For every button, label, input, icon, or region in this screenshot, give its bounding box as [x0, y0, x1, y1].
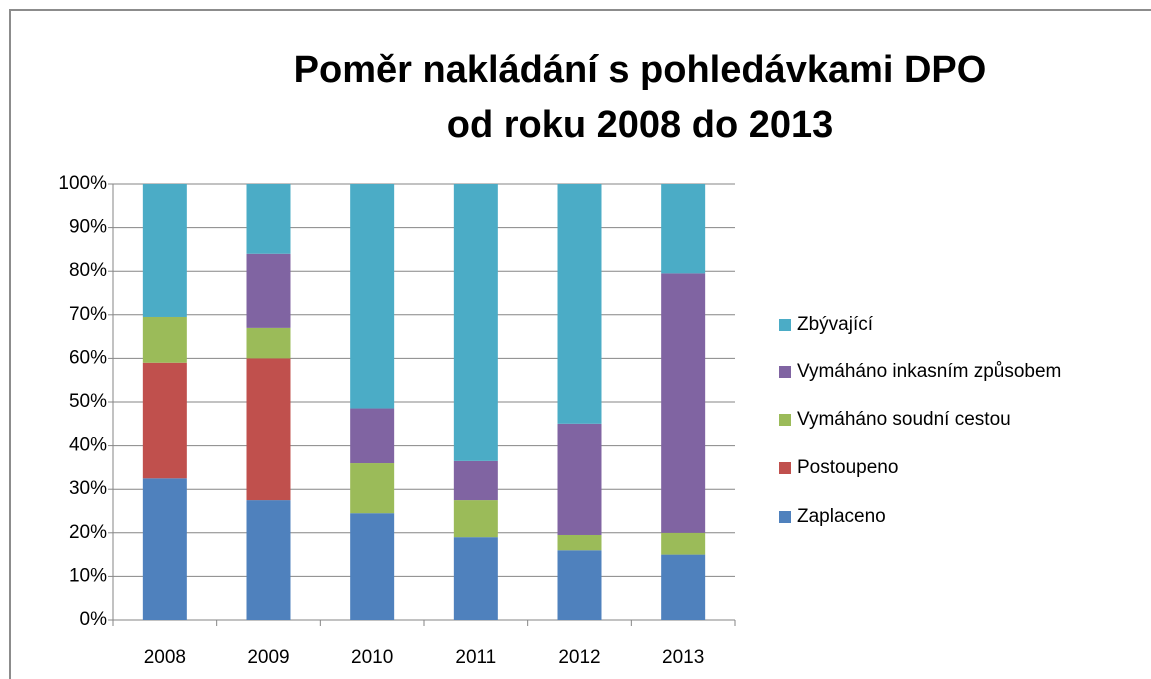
bar-segment [557, 184, 602, 424]
y-tick-label: 80% [69, 260, 107, 281]
bar-segment [142, 478, 187, 620]
legend-swatch [779, 462, 791, 474]
y-tick-label: 30% [69, 478, 107, 499]
bar-segment [246, 500, 291, 620]
y-tick-label: 100% [58, 173, 107, 194]
y-tick-label: 70% [69, 304, 107, 325]
bar-segment [661, 532, 706, 555]
y-tick-label: 50% [69, 391, 107, 412]
x-tick-label: 2012 [558, 647, 600, 668]
bar-segment [557, 534, 602, 551]
bar-segment [453, 184, 498, 461]
y-tick-label: 20% [69, 522, 107, 543]
legend-swatch [779, 366, 791, 378]
bar-segment [557, 423, 602, 535]
bar-segment [661, 273, 706, 533]
bar-segment [661, 184, 706, 274]
bar-segment [557, 550, 602, 620]
bar-segment [350, 513, 395, 620]
bar-segment [246, 358, 291, 501]
bar-segment [246, 327, 291, 359]
bar-segment [453, 537, 498, 620]
bar-segment [142, 362, 187, 479]
legend-label: Vymáháno soudní cestou [797, 409, 1011, 430]
bar-segment [142, 316, 187, 363]
y-tick-label: 10% [69, 565, 107, 586]
legend-label: Postoupeno [797, 457, 898, 478]
y-tick-label: 0% [80, 609, 108, 630]
bar-segment [350, 463, 395, 514]
legend-swatch [779, 511, 791, 523]
x-tick-label: 2010 [351, 647, 393, 668]
bar-segment [142, 184, 187, 317]
legend-label: Zbývající [797, 314, 874, 335]
legend-swatch [779, 319, 791, 331]
y-tick-label: 90% [69, 217, 107, 238]
bar-segment [453, 500, 498, 538]
x-tick-label: 2011 [455, 647, 496, 668]
x-tick-label: 2013 [662, 647, 704, 668]
legend-label: Vymáháno inkasním způsobem [797, 361, 1061, 382]
legend-label: Zaplaceno [797, 506, 886, 527]
legend-swatch [779, 414, 791, 426]
bar-segment [661, 554, 706, 620]
bar-segment [350, 184, 395, 409]
y-tick-label: 60% [69, 347, 107, 368]
chart-title: Poměr nakládání s pohledávkami DPO [294, 49, 987, 91]
chart-title: od roku 2008 do 2013 [447, 104, 834, 146]
y-tick-label: 40% [69, 435, 107, 456]
bar-segment [453, 460, 498, 501]
x-tick-label: 2008 [144, 647, 186, 668]
bar-segment [246, 184, 291, 254]
x-tick-label: 2009 [247, 647, 289, 668]
bar-segment [246, 253, 291, 328]
bar-segment [350, 408, 395, 464]
